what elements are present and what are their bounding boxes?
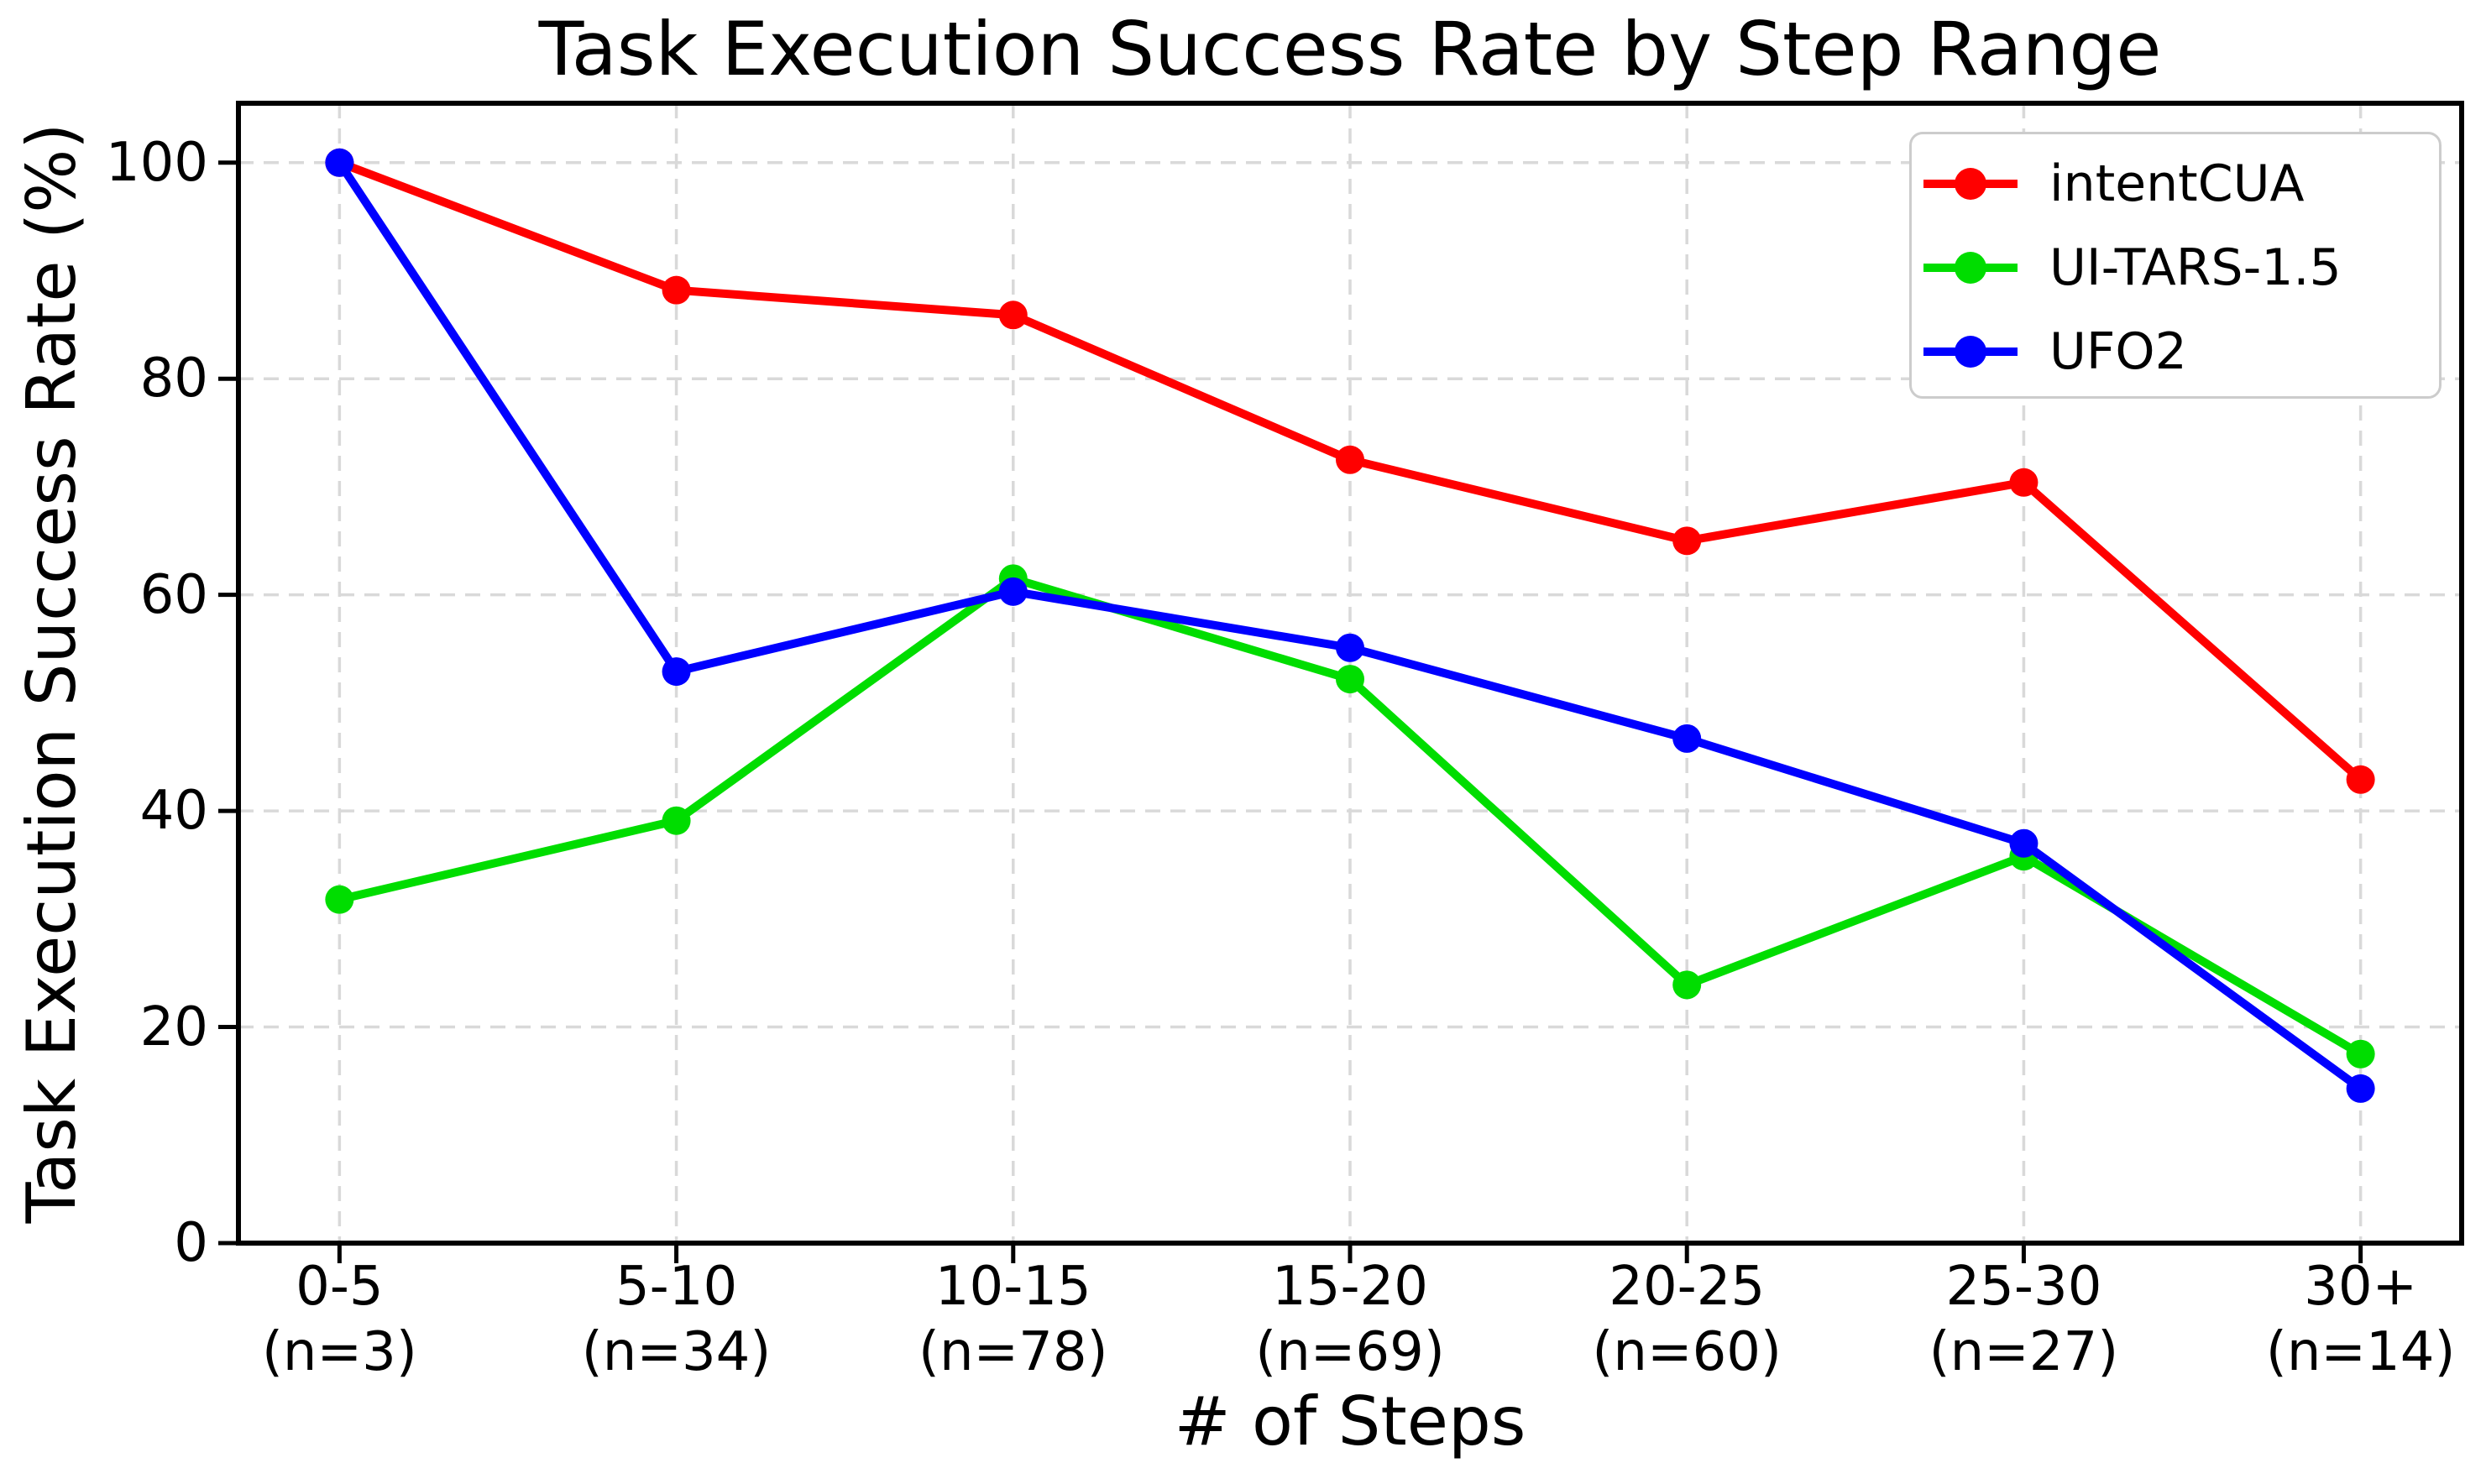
data-point-0-5 [2009,468,2039,497]
data-point-1-6 [2346,1039,2375,1069]
data-point-1-0 [325,885,354,914]
data-point-2-5 [2009,828,2039,858]
x-tick-label-4: 20-25 (n=60) [1592,1254,1782,1385]
data-point-0-6 [2346,765,2375,794]
data-point-2-0 [325,148,354,177]
x-tick-label-0: 0-5 (n=3) [262,1254,417,1385]
legend-item-0: intentCUA [1923,142,2439,226]
legend-marker-0 [1923,167,2018,201]
chart-title: Task Execution Success Rate by Step Rang… [538,6,2162,92]
x-tick-range-3: 15-20 [1272,1256,1428,1318]
data-point-0-2 [998,300,1028,330]
x-tick-samplesize-3: (n=69) [1255,1321,1445,1383]
legend-label-1: UI-TARS-1.5 [2049,238,2342,297]
y-tick-label-40: 40 [139,780,208,843]
y-tick-label-100: 100 [105,131,208,194]
data-point-1-1 [662,806,691,835]
legend-marker-2 [1923,335,2018,368]
data-point-2-4 [1672,724,1702,753]
y-tick-label-60: 60 [139,563,208,626]
x-tick-samplesize-4: (n=60) [1592,1321,1782,1383]
y-tick-label-20: 20 [139,995,208,1058]
x-tick-range-0: 0-5 [296,1256,384,1318]
x-axis-label: # of Steps [1174,1382,1526,1460]
legend-item-2: UFO2 [1923,310,2439,394]
legend-item-1: UI-TARS-1.5 [1923,226,2439,310]
x-tick-samplesize-5: (n=27) [1929,1321,2119,1383]
x-tick-samplesize-2: (n=78) [919,1321,1108,1383]
y-tick-label-0: 0 [174,1212,208,1274]
legend-label-0: intentCUA [2049,154,2305,213]
legend-dot-1 [1955,252,1986,284]
y-tick-label-80: 80 [139,347,208,410]
x-tick-range-5: 25-30 [1945,1256,2102,1318]
x-tick-range-4: 20-25 [1609,1256,1766,1318]
legend-label-2: UFO2 [2049,322,2187,381]
data-point-1-3 [1336,665,1364,694]
data-point-2-6 [2346,1074,2375,1103]
x-tick-samplesize-6: (n=14) [2265,1321,2456,1383]
data-point-2-2 [998,577,1028,606]
x-tick-label-6: 30+ (n=14) [2266,1254,2456,1385]
x-tick-range-6: 30+ [2304,1256,2418,1318]
x-tick-label-3: 15-20 (n=69) [1255,1254,1445,1385]
data-point-2-1 [662,657,691,687]
x-tick-range-1: 5-10 [615,1256,738,1318]
legend-dot-2 [1955,336,1986,368]
legend-dot-0 [1955,168,1986,200]
x-tick-label-1: 5-10 (n=34) [582,1254,772,1385]
data-point-2-3 [1336,633,1364,662]
x-tick-range-2: 10-15 [934,1256,1091,1318]
data-point-0-1 [662,275,691,305]
data-point-0-4 [1672,526,1702,556]
legend-marker-1 [1923,251,2018,285]
x-tick-samplesize-1: (n=34) [581,1321,772,1383]
legend: intentCUA UI-TARS-1.5 UFO2 [1909,132,2442,399]
data-point-0-3 [1336,445,1364,474]
x-tick-label-2: 10-15 (n=78) [919,1254,1108,1385]
x-tick-samplesize-0: (n=3) [261,1321,417,1383]
data-point-1-4 [1672,970,1702,1000]
x-tick-label-5: 25-30 (n=27) [1929,1254,2119,1385]
